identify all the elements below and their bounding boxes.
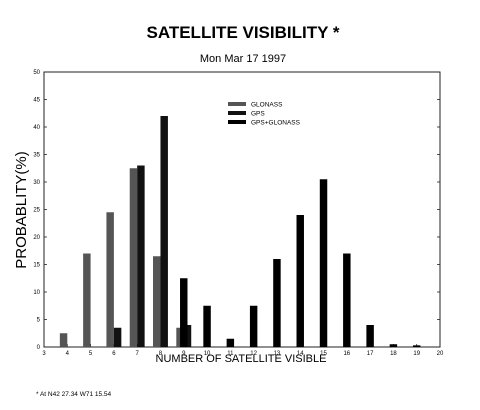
legend-label: GLONASS xyxy=(251,102,283,109)
x-tick-label: 14 xyxy=(297,351,304,357)
x-tick-label: 15 xyxy=(320,351,327,357)
series-gps-glonass xyxy=(180,179,421,347)
x-axis-label: NUMBER OF SATELLITE VISIBLE xyxy=(156,353,327,365)
series-gps xyxy=(113,116,192,347)
legend-label: GPS xyxy=(251,111,265,118)
x-tick-label: 6 xyxy=(112,351,116,357)
x-tick-label: 10 xyxy=(204,351,211,357)
x-tick-label: 9 xyxy=(182,351,186,357)
y-tick-label: 10 xyxy=(33,290,40,296)
x-tick-label: 11 xyxy=(227,351,234,357)
x-tick-label: 18 xyxy=(390,351,397,357)
legend-swatch xyxy=(228,120,246,124)
y-tick-label: 50 xyxy=(33,70,40,76)
x-tick-label: 16 xyxy=(343,351,350,357)
x-tick-label: 19 xyxy=(413,351,420,357)
bar xyxy=(137,165,145,347)
bar xyxy=(366,325,374,347)
x-tick-label: 8 xyxy=(159,351,163,357)
y-tick-label: 15 xyxy=(33,263,40,269)
bar xyxy=(106,212,114,347)
x-tick-label: 20 xyxy=(437,351,444,357)
bar xyxy=(226,338,235,347)
y-tick-label: 30 xyxy=(33,180,40,186)
bar xyxy=(83,253,91,347)
bar xyxy=(113,327,122,347)
bar xyxy=(129,168,138,347)
chart-title: SATELLITE VISIBILITY * xyxy=(146,23,339,42)
bar xyxy=(59,333,68,347)
y-tick-label: 45 xyxy=(33,98,40,104)
y-axis: 0 5 10 15 20 25 30 35 40 45 50 xyxy=(33,70,440,351)
bar xyxy=(273,259,281,347)
x-tick-label: 5 xyxy=(89,351,93,357)
legend-swatch xyxy=(228,111,246,115)
footnote: * At N42 27.34 W71 15.54 xyxy=(36,391,112,398)
bar xyxy=(319,179,328,347)
bar xyxy=(249,305,258,347)
bar xyxy=(296,215,304,347)
bar xyxy=(389,344,398,347)
chart-subtitle: Mon Mar 17 1997 xyxy=(200,53,286,65)
bar xyxy=(160,116,168,347)
x-tick-label: 17 xyxy=(367,351,374,357)
y-tick-label: 35 xyxy=(33,153,40,159)
bar xyxy=(203,305,211,347)
y-tick-label: 25 xyxy=(33,208,40,214)
y-tick-label: 40 xyxy=(33,125,40,131)
x-tick-label: 7 xyxy=(136,351,140,357)
legend-label: GPS+GLONASS xyxy=(251,120,301,127)
y-tick-label: 0 xyxy=(37,345,41,351)
bars xyxy=(59,116,421,347)
bar xyxy=(343,253,351,347)
bar xyxy=(153,256,161,347)
bar xyxy=(412,345,421,347)
y-tick-label: 20 xyxy=(33,235,40,241)
x-tick-label: 12 xyxy=(250,351,257,357)
bar xyxy=(180,278,188,347)
x-tick-label: 3 xyxy=(42,351,46,357)
legend-swatch xyxy=(228,102,246,106)
x-tick-label: 13 xyxy=(274,351,281,357)
x-tick-label: 4 xyxy=(66,351,70,357)
y-tick-label: 5 xyxy=(37,318,41,324)
legend: GLONASS GPS GPS+GLONASS xyxy=(228,102,301,127)
y-axis-label: PROBABLITY(%) xyxy=(13,151,30,269)
